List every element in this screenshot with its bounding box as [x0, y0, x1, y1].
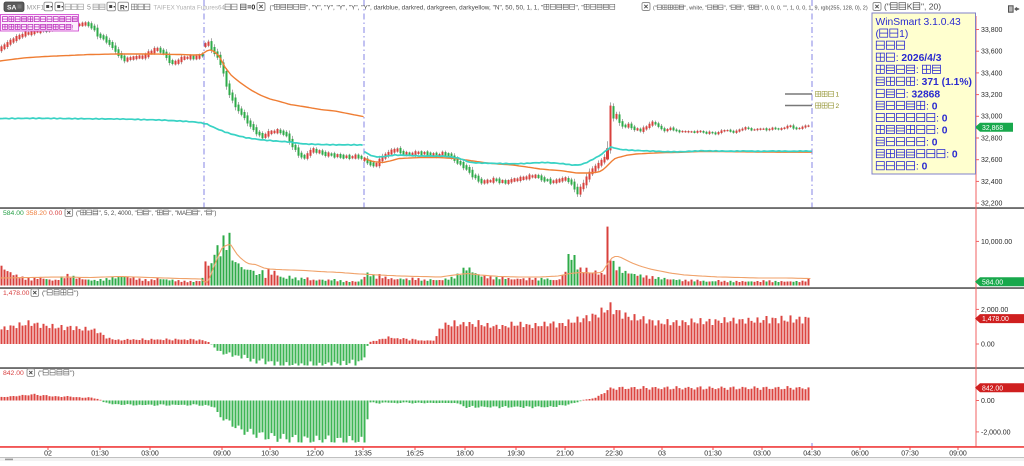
svg-text:R: R — [120, 4, 125, 11]
svg-text:07:30: 07:30 — [901, 451, 919, 458]
svg-text:19:30: 19:30 — [507, 451, 525, 458]
svg-text:(": (" — [38, 370, 43, 377]
svg-text::: : — [906, 89, 909, 100]
svg-text:01:30: 01:30 — [91, 451, 109, 458]
svg-text:32,400: 32,400 — [981, 179, 1003, 186]
svg-text:(": (" — [76, 210, 80, 217]
svg-text:03: 03 — [658, 451, 666, 458]
svg-text:03:00: 03:00 — [753, 451, 771, 458]
svg-text::: : — [916, 65, 919, 76]
svg-text:06:00: 06:00 — [851, 451, 869, 458]
svg-text:32,200: 32,200 — [981, 201, 1003, 208]
svg-text:0: 0 — [932, 138, 938, 149]
svg-text:0.00: 0.00 — [981, 341, 995, 348]
svg-text:WinSmart 3.1.0.43: WinSmart 3.1.0.43 — [876, 17, 962, 28]
svg-text::: : — [946, 150, 949, 161]
svg-text::: : — [916, 162, 919, 173]
svg-text:(: ( — [876, 29, 880, 40]
svg-text:32868: 32868 — [912, 89, 941, 100]
svg-text:358.20: 358.20 — [26, 210, 47, 217]
svg-text:=0: =0 — [247, 5, 255, 12]
svg-text:32,868: 32,868 — [982, 125, 1003, 132]
svg-text:584.00: 584.00 — [982, 279, 1003, 286]
svg-text:1,478.00: 1,478.00 — [982, 316, 1009, 323]
svg-text:"): ") — [74, 290, 79, 297]
svg-text:33,400: 33,400 — [981, 70, 1003, 77]
svg-text:13:35: 13:35 — [354, 451, 372, 458]
svg-text:12:00: 12:00 — [306, 451, 324, 458]
svg-text:0: 0 — [932, 101, 938, 112]
svg-text:01:30: 01:30 — [704, 451, 722, 458]
svg-text:842.00: 842.00 — [3, 370, 24, 377]
svg-text:0: 0 — [952, 150, 958, 161]
svg-text:5: 5 — [87, 5, 91, 12]
svg-text:(": (" — [884, 1, 890, 11]
svg-text:TAIFEX: TAIFEX — [154, 5, 175, 12]
svg-text::: : — [896, 53, 899, 64]
svg-text:584.00: 584.00 — [3, 210, 24, 217]
svg-text:09:00: 09:00 — [949, 451, 967, 458]
svg-text:", ": ", " — [576, 4, 584, 11]
svg-text:SA: SA — [7, 4, 17, 11]
svg-text:", white, ": ", white, " — [684, 5, 707, 11]
svg-text:33,800: 33,800 — [981, 27, 1003, 34]
svg-text:33,000: 33,000 — [981, 114, 1003, 121]
svg-text:02: 02 — [44, 451, 52, 458]
svg-text:K: K — [907, 1, 913, 11]
svg-text:03:00: 03:00 — [141, 451, 159, 458]
svg-text:1,478.00: 1,478.00 — [3, 290, 30, 297]
svg-text:2: 2 — [836, 103, 840, 110]
svg-text:0: 0 — [922, 162, 928, 173]
svg-text:", "MA: ", "MA — [169, 210, 187, 217]
svg-text:32,800: 32,800 — [981, 135, 1003, 142]
svg-text::: : — [926, 138, 929, 149]
svg-text:2,000.00: 2,000.00 — [981, 307, 1008, 314]
svg-text:22:30: 22:30 — [605, 451, 623, 458]
svg-text:", ": ", " — [724, 5, 731, 11]
svg-text:", 5, 2, 4000, ": ", 5, 2, 4000, " — [99, 210, 137, 217]
svg-text:MXF1: MXF1 — [27, 4, 45, 11]
svg-text:10:30: 10:30 — [261, 451, 279, 458]
svg-text:842.00: 842.00 — [982, 385, 1003, 392]
svg-text::: : — [926, 101, 929, 112]
svg-text:10,000.00: 10,000.00 — [981, 239, 1012, 246]
svg-text:1: 1 — [836, 92, 840, 99]
svg-text:Yuanta Futures64: Yuanta Futures64 — [176, 5, 225, 12]
svg-text:"): ") — [70, 370, 75, 377]
svg-text:0.00: 0.00 — [981, 398, 995, 405]
svg-text:(": (" — [653, 5, 657, 11]
svg-text:1): 1) — [899, 29, 908, 40]
svg-text:18:00: 18:00 — [456, 451, 474, 458]
svg-text:371 (1.1%): 371 (1.1%) — [922, 77, 972, 88]
svg-text:(": (" — [270, 4, 274, 11]
svg-text::: : — [936, 113, 939, 124]
svg-text:21:00: 21:00 — [556, 451, 574, 458]
svg-text:33,600: 33,600 — [981, 49, 1003, 56]
svg-text::: : — [936, 125, 939, 136]
svg-text:16:25: 16:25 — [406, 451, 424, 458]
svg-text:", ": ", " — [149, 210, 157, 217]
svg-text:0: 0 — [942, 125, 948, 136]
svg-text:!: ! — [72, 24, 74, 31]
svg-text::: : — [916, 77, 919, 88]
svg-text:", 0, 0, 0, "", 1, 0, 0, 1, 9,: ", 0, 0, 0, "", 1, 0, 0, 1, 9, rgb(255, … — [760, 5, 868, 11]
svg-text:2026/4/3: 2026/4/3 — [901, 53, 941, 64]
svg-text:(": (" — [42, 290, 47, 297]
svg-text:04:30: 04:30 — [803, 451, 821, 458]
svg-text:-2,000.00: -2,000.00 — [981, 429, 1011, 436]
svg-text:", ": ", " — [198, 210, 206, 217]
svg-text:32,600: 32,600 — [981, 157, 1003, 164]
svg-text:0.00: 0.00 — [49, 210, 62, 217]
svg-text:0: 0 — [942, 113, 948, 124]
svg-text:"): ") — [212, 210, 216, 217]
svg-text:", ": ", " — [742, 5, 749, 11]
svg-text:33,200: 33,200 — [981, 92, 1003, 99]
svg-text:09:00: 09:00 — [213, 451, 231, 458]
svg-text:", 20): ", 20) — [921, 1, 941, 11]
svg-text:", "Y", "Y", "Y", "Y", "Y", da: ", "Y", "Y", "Y", "Y", "Y", darkblue, da… — [306, 4, 543, 11]
